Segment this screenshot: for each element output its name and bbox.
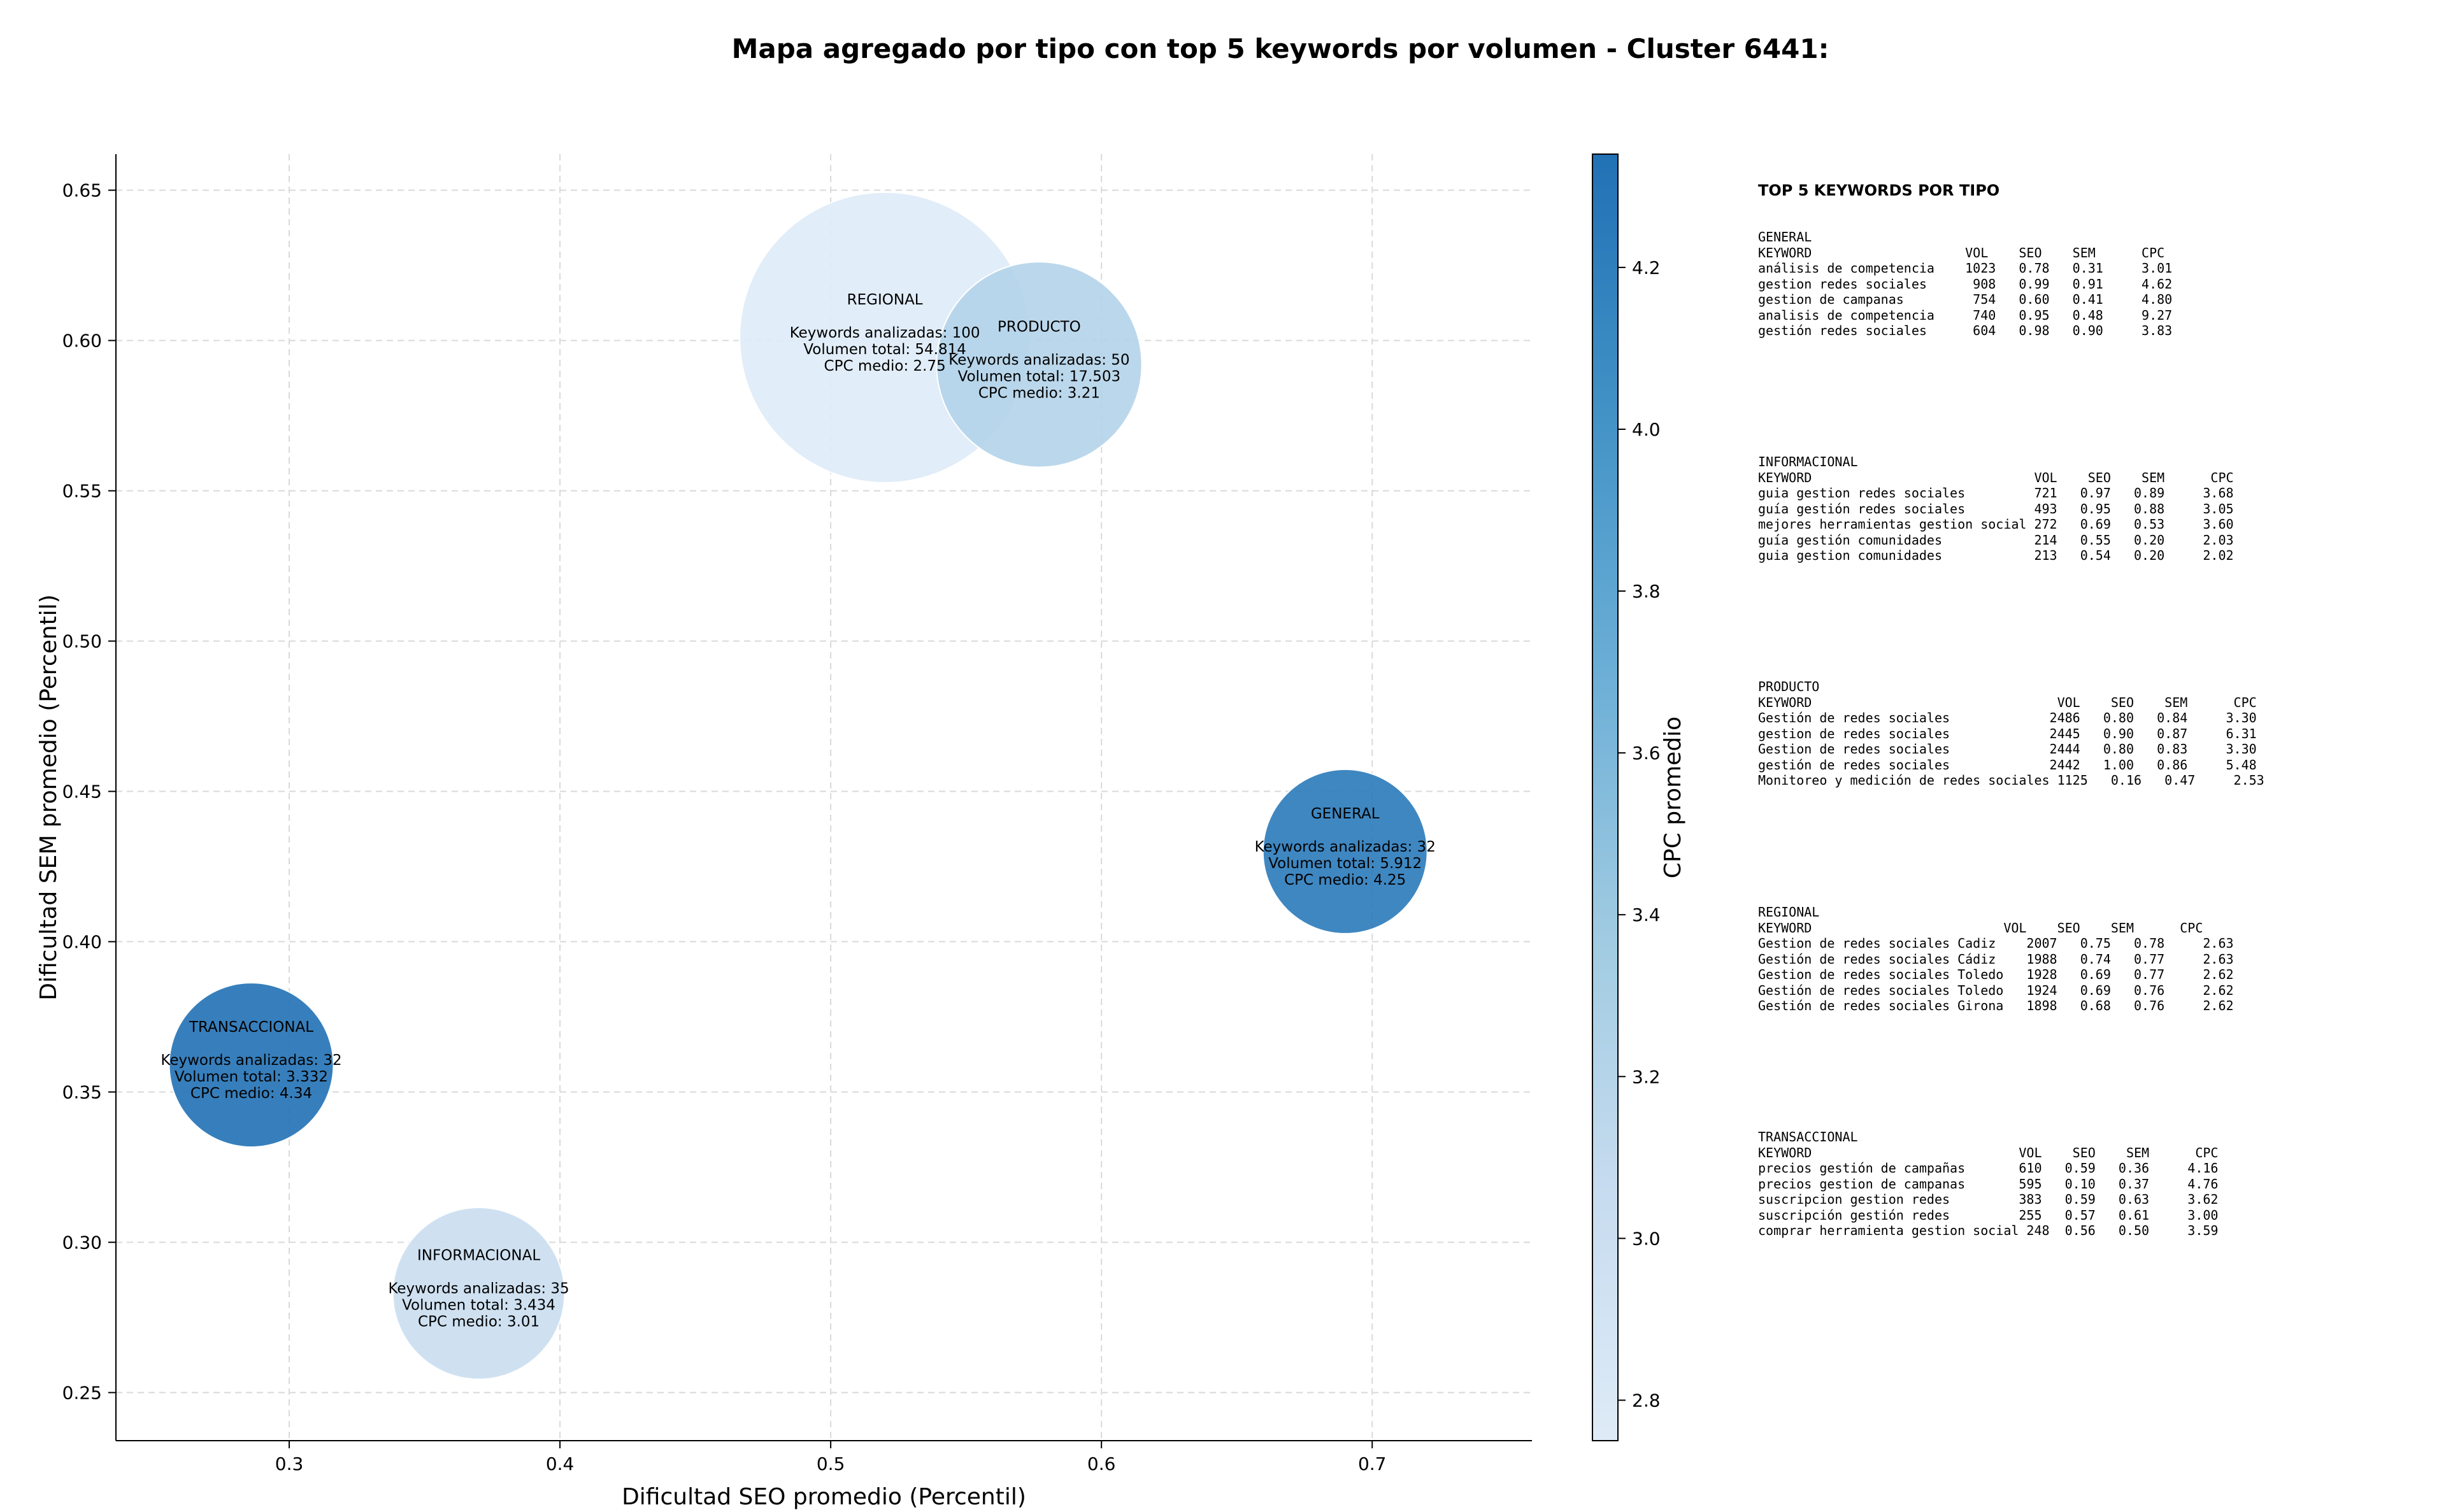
colorbar-tick-label: 4.0 bbox=[1632, 419, 1661, 440]
keyword-table-row: suscripcion gestion redes 383 0.59 0.63 … bbox=[1758, 1192, 2219, 1207]
keyword-table-type: GENERAL bbox=[1758, 229, 1812, 245]
keyword-table-row: mejores herramientas gestion social 272 … bbox=[1758, 517, 2234, 532]
x-tick-label: 0.6 bbox=[1087, 1453, 1116, 1474]
x-tick-label: 0.3 bbox=[275, 1453, 304, 1474]
keyword-tables: TOP 5 KEYWORDS POR TIPO GENERAL KEYWORD V… bbox=[1758, 152, 2264, 1238]
keyword-table-row: guia gestion redes sociales 721 0.97 0.8… bbox=[1758, 485, 2234, 501]
x-axis-label: Dificultad SEO promedio (Percentil) bbox=[622, 1484, 1026, 1510]
keyword-table-type: REGIONAL bbox=[1758, 904, 1820, 920]
bubble-annotation: Volumen total: 5.912 bbox=[1268, 855, 1422, 872]
colorbar-tick-label: 2.8 bbox=[1632, 1390, 1661, 1411]
bubble-annotation: Keywords analizadas: 32 bbox=[161, 1052, 341, 1069]
y-tick-label: 0.40 bbox=[62, 932, 102, 953]
bubble-annotation: Keywords analizadas: 100 bbox=[790, 325, 980, 341]
keyword-table-row: precios gestion de campanas 595 0.10 0.3… bbox=[1758, 1176, 2219, 1192]
bubble-label: TRANSACCIONAL bbox=[189, 1019, 313, 1036]
keyword-table-row: gestión de redes sociales 2442 1.00 0.86… bbox=[1758, 757, 2257, 773]
y-tick-label: 0.25 bbox=[62, 1382, 102, 1403]
x-tick-label: 0.4 bbox=[546, 1453, 575, 1474]
bubble-annotation: Volumen total: 3.434 bbox=[402, 1297, 555, 1314]
keyword-table-row: Gestión de redes sociales Cádiz 1988 0.7… bbox=[1758, 951, 2234, 967]
keyword-table-header: KEYWORD VOL SEO SEM CPC bbox=[1758, 920, 2203, 936]
keyword-table-row: análisis de competencia 1023 0.78 0.31 3… bbox=[1758, 260, 2173, 276]
x-tick-label: 0.7 bbox=[1358, 1453, 1387, 1474]
chart-title: Mapa agregado por tipo con top 5 keyword… bbox=[731, 33, 1829, 64]
keyword-table-row: gestión redes sociales 604 0.98 0.90 3.8… bbox=[1758, 323, 2173, 338]
tables-heading: TOP 5 KEYWORDS POR TIPO bbox=[1758, 182, 2000, 199]
keyword-table-row: Gestión de redes sociales 2486 0.80 0.84… bbox=[1758, 710, 2257, 725]
bubble-annotation: Volumen total: 3.332 bbox=[175, 1069, 328, 1085]
keyword-table-row: gestion redes sociales 908 0.99 0.91 4.6… bbox=[1758, 276, 2173, 292]
keyword-table-row: comprar herramienta gestion social 248 0… bbox=[1758, 1223, 2219, 1238]
y-tick-label: 0.65 bbox=[62, 180, 102, 201]
bubble-annotation: CPC medio: 3.01 bbox=[418, 1314, 540, 1330]
keyword-table-type: PRODUCTO bbox=[1758, 679, 1820, 694]
colorbar-tick-label: 3.0 bbox=[1632, 1228, 1661, 1249]
colorbar-tick-label: 3.8 bbox=[1632, 581, 1661, 602]
colorbar-tick-label: 3.6 bbox=[1632, 743, 1661, 764]
keyword-table-row: gestion de campanas 754 0.60 0.41 4.80 bbox=[1758, 292, 2173, 307]
colorbar bbox=[1592, 153, 1619, 1441]
keyword-table-header: KEYWORD VOL SEO SEM CPC bbox=[1758, 469, 2234, 485]
keyword-table-informacional: INFORMACIONAL KEYWORD VOL SEO SEM CPC guia… bbox=[1758, 454, 2234, 564]
keyword-table-row: precios gestión de campañas 610 0.59 0.3… bbox=[1758, 1160, 2219, 1176]
bubble-annotation: CPC medio: 2.75 bbox=[824, 358, 946, 374]
x-tick-label: 0.5 bbox=[817, 1453, 845, 1474]
keyword-table-header: KEYWORD VOL SEO SEM CPC bbox=[1758, 694, 2257, 710]
y-tick-label: 0.60 bbox=[62, 331, 102, 352]
colorbar-tick-label: 3.2 bbox=[1632, 1066, 1661, 1087]
bubble-annotation: Volumen total: 54.814 bbox=[803, 341, 966, 358]
bubble-label: PRODUCTO bbox=[998, 318, 1081, 335]
bubble-label: INFORMACIONAL bbox=[417, 1248, 540, 1264]
bubble-producto bbox=[936, 261, 1143, 468]
y-tick-label: 0.45 bbox=[62, 781, 102, 802]
bubble-annotation: CPC medio: 4.34 bbox=[190, 1085, 312, 1102]
keyword-table-type: TRANSACCIONAL bbox=[1758, 1129, 1858, 1145]
keyword-table-header: KEYWORD VOL SEO SEM CPC bbox=[1758, 245, 2165, 260]
keyword-table-transaccional: TRANSACCIONAL KEYWORD VOL SEO SEM CPC prec… bbox=[1758, 1129, 2218, 1239]
keyword-table-type: INFORMACIONAL bbox=[1758, 454, 1858, 469]
bubble-annotation: Keywords analizadas: 50 bbox=[948, 352, 1129, 368]
keyword-table-row: analisis de competencia 740 0.95 0.48 9.… bbox=[1758, 307, 2173, 323]
y-tick-label: 0.50 bbox=[62, 631, 102, 652]
keyword-table-header: KEYWORD VOL SEO SEM CPC bbox=[1758, 1145, 2219, 1160]
keyword-table-row: suscripción gestión redes 255 0.57 0.61 … bbox=[1758, 1207, 2219, 1223]
colorbar-tick-label: 3.4 bbox=[1632, 904, 1661, 925]
keyword-table-row: Gestion de redes sociales Toledo 1928 0.… bbox=[1758, 967, 2234, 982]
keyword-table-row: guía gestión comunidades 214 0.55 0.20 2… bbox=[1758, 532, 2234, 548]
bubble-label: GENERAL bbox=[1311, 806, 1380, 822]
keyword-table-row: guia gestion comunidades 213 0.54 0.20 2… bbox=[1758, 548, 2234, 563]
keyword-table-row: Gestion de redes sociales Cadiz 2007 0.7… bbox=[1758, 936, 2234, 951]
keyword-table-general: GENERAL KEYWORD VOL SEO SEM CPC análisis d… bbox=[1758, 229, 2172, 339]
y-tick-label: 0.30 bbox=[62, 1232, 102, 1253]
keyword-table-row: Gestión de redes sociales Girona 1898 0.… bbox=[1758, 998, 2234, 1013]
keyword-table-row: guía gestión redes sociales 493 0.95 0.8… bbox=[1758, 501, 2234, 517]
bubble-annotation: Keywords analizadas: 32 bbox=[1255, 839, 1436, 855]
y-axis-label: Dificultad SEM promedio (Percentil) bbox=[36, 594, 62, 1001]
y-tick-label: 0.55 bbox=[62, 481, 102, 502]
bubble-annotation: CPC medio: 3.21 bbox=[978, 385, 1100, 401]
bubble-annotation: CPC medio: 4.25 bbox=[1284, 872, 1406, 888]
keyword-table-row: Gestion de redes sociales 2444 0.80 0.83… bbox=[1758, 741, 2257, 757]
colorbar-tick-label: 4.2 bbox=[1632, 257, 1661, 278]
keyword-table-row: Gestión de redes sociales Toledo 1924 0.… bbox=[1758, 982, 2234, 998]
colorbar-label: CPC promedio bbox=[1660, 717, 1686, 878]
bubble-annotation: Keywords analizadas: 35 bbox=[388, 1281, 569, 1297]
keyword-table-regional: REGIONAL KEYWORD VOL SEO SEM CPC Gestion d… bbox=[1758, 904, 2234, 1014]
keyword-table-producto: PRODUCTO KEYWORD VOL SEO SEM CPC Gestión d… bbox=[1758, 679, 2264, 788]
bubble-informacional bbox=[392, 1206, 566, 1380]
bubble-label: REGIONAL bbox=[847, 292, 923, 308]
bubble-general bbox=[1262, 768, 1428, 934]
y-tick-label: 0.35 bbox=[62, 1082, 102, 1103]
bubble-transaccional bbox=[168, 982, 334, 1148]
keyword-table-row: gestion de redes sociales 2445 0.90 0.87… bbox=[1758, 725, 2257, 741]
bubble-annotation: Volumen total: 17.503 bbox=[958, 368, 1121, 385]
keyword-table-row: Monitoreo y medición de redes sociales 1… bbox=[1758, 773, 2264, 788]
